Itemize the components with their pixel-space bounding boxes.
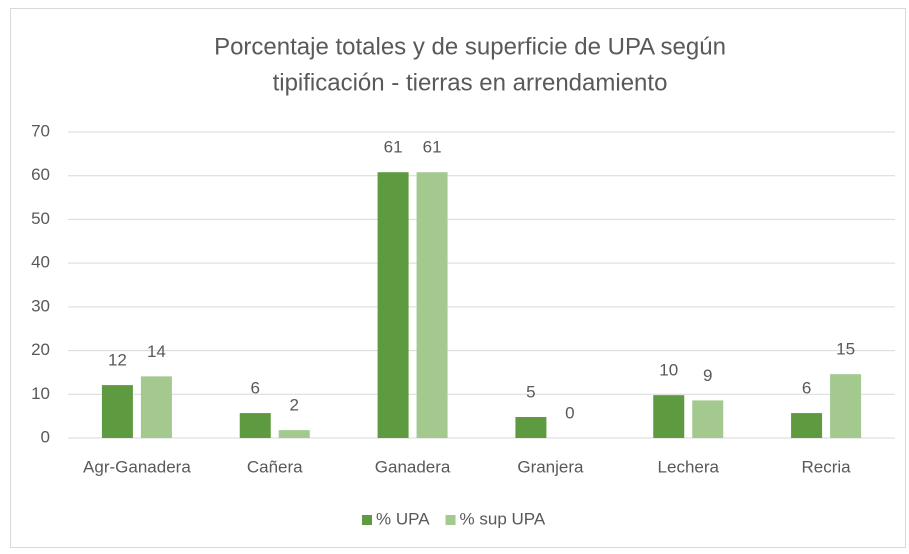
y-tick-label: 40 [31,253,50,272]
data-label: 10 [659,361,678,380]
x-tick-label: Recria [802,457,852,476]
bar [830,374,862,438]
bar [278,430,310,438]
x-tick-label: Granjera [517,457,584,476]
data-label: 14 [147,342,166,361]
data-label: 5 [526,383,535,402]
bar [140,376,172,438]
y-tick-label: 0 [41,427,50,446]
y-tick-label: 50 [31,209,50,228]
chart-title: tipificación - tierras en arrendamiento [273,69,668,96]
bar [377,172,409,438]
bar [101,385,133,438]
data-label: 9 [703,366,712,385]
y-tick-label: 70 [31,121,50,140]
data-label: 12 [108,351,127,370]
x-tick-label: Ganadera [375,457,451,476]
chart-frame [10,8,906,548]
data-label: 61 [384,138,403,157]
data-label: 2 [290,396,299,415]
bar [416,172,448,438]
y-tick-label: 10 [31,384,50,403]
bar [239,413,271,438]
legend-swatch [445,515,456,525]
bar [692,400,724,438]
legend-label: % sup UPA [460,509,546,528]
bar [791,413,823,438]
legend-label: % UPA [376,509,430,528]
bar [653,395,685,438]
data-label: 0 [565,403,574,422]
data-label: 15 [836,340,855,359]
x-tick-label: Cañera [247,457,303,476]
chart-title: Porcentaje totales y de superficie de UP… [214,33,726,60]
bar [515,417,547,438]
data-label: 61 [423,138,442,157]
legend-swatch [362,515,372,525]
data-label: 6 [251,379,260,398]
data-label: 6 [802,379,811,398]
x-tick-label: Agr-Ganadera [83,457,191,476]
x-tick-label: Lechera [658,457,720,476]
y-tick-label: 20 [31,340,50,359]
y-tick-label: 30 [31,296,50,315]
y-tick-label: 60 [31,165,50,184]
